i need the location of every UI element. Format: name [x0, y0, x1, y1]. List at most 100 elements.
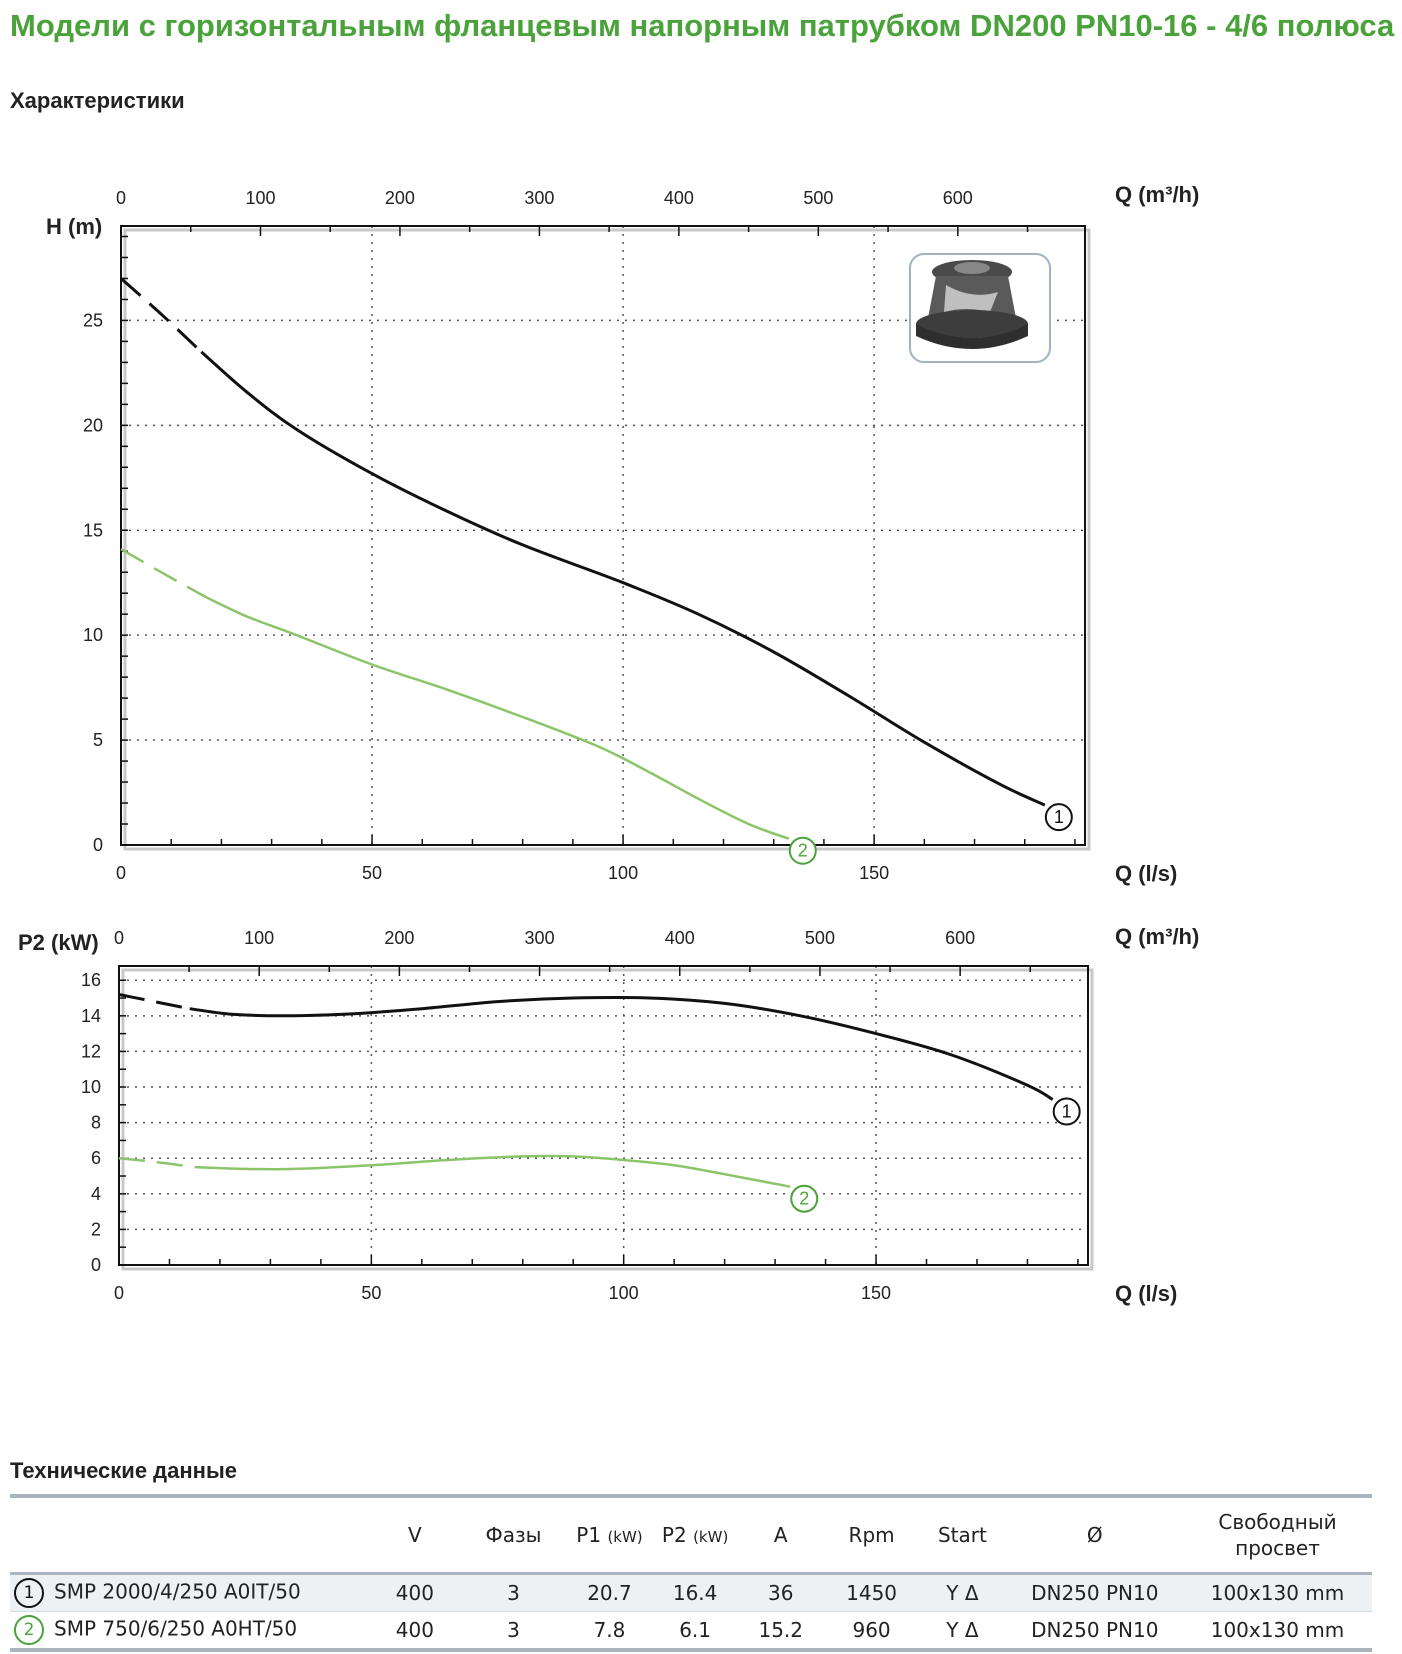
chart-2-series-1-marker-label: 1 [1062, 1101, 1072, 1121]
phases-cell: 3 [507, 1581, 520, 1605]
chart-2-x2-tick-label: 100 [244, 928, 274, 948]
chart-2-series-2-line [194, 1154, 791, 1188]
clearance-line-1: Свободный [1218, 1510, 1337, 1534]
chart-2-x-tick-label: 0 [114, 1283, 124, 1303]
column-header-p2: P2 (kW) [654, 1496, 737, 1574]
voltage-cell: 400 [395, 1617, 434, 1642]
chart-2-x2-tick-label: 600 [945, 928, 975, 948]
clearance-line-2: просвет [1235, 1536, 1320, 1560]
p1-cell: 7.8 [593, 1617, 626, 1642]
chart-1-frame [120, 225, 1086, 846]
chart-1-y-tick-label: 10 [83, 625, 103, 645]
chart-2-y-tick-label: 2 [91, 1219, 101, 1239]
chart-1-series-2-line [205, 596, 790, 840]
model-column-header [10, 1496, 368, 1574]
curve-2-badge: 2 [14, 1614, 44, 1645]
chart-1-x-tick-label: 150 [859, 863, 889, 883]
chart-2-y-tick-label: 8 [91, 1113, 101, 1133]
model-cell: 2 SMP 750/6/250 A0HT/50 [10, 1612, 368, 1650]
chart-1-x2-tick-label: 100 [245, 188, 275, 208]
column-header-rpm: Rpm [848, 1523, 895, 1547]
phases-cell: 3 [507, 1617, 520, 1642]
chart-2-x2-axis-title: Q (m³/h) [1115, 924, 1199, 949]
chart-2-y-tick-label: 6 [91, 1148, 101, 1168]
chart-1-series-1-line [200, 350, 1046, 807]
page-title: Модели с горизонтальным фланцевым напорн… [10, 8, 1395, 43]
chart-1-x2-tick-label: 200 [385, 188, 415, 208]
chart-1-x-tick-label: 0 [116, 863, 126, 883]
chart-2-x2-tick-label: 0 [114, 928, 124, 948]
chart-1-series-1-marker [1044, 803, 1073, 832]
column-header-diameter: Ø [1086, 1523, 1103, 1547]
model-cell: 1 SMP 2000/4/250 A0IT/50 [10, 1574, 368, 1612]
chart-1-x2-tick-label: 0 [116, 188, 126, 208]
column-header-v: V [408, 1523, 422, 1547]
column-header-a: A [773, 1523, 788, 1547]
current-cell: 15.2 [758, 1617, 804, 1642]
chart-2-frame [118, 965, 1089, 1266]
start-cell: Y Δ [946, 1581, 979, 1605]
chart-1-x2-tick-label: 300 [524, 188, 554, 208]
head-curve-chart: 1 2 0 50 100 150 0 100 200 300 400 500 600 0 5 10 15 20 2… [46, 182, 1199, 886]
chart-1-series-2-marker-label: 2 [798, 841, 808, 861]
chart-2-y-tick-label: 12 [81, 1041, 101, 1061]
chart-1-x2-tick-label: 600 [943, 188, 973, 208]
chart-1-y-tick-label: 20 [83, 415, 103, 435]
chart-1-series-2-marker [788, 836, 817, 865]
chart-1-y-tick-label: 25 [83, 310, 103, 330]
chart-2-x2-tick-label: 300 [525, 928, 555, 948]
chart-1-y-axis-title: H (m) [46, 214, 102, 239]
rpm-cell: 1450 [846, 1581, 898, 1605]
p2-unit: (kW) [693, 1528, 729, 1546]
chart-2-x2-tick-label: 200 [384, 928, 414, 948]
voltage-cell: 400 [395, 1581, 434, 1605]
column-header-phases: Фазы [485, 1523, 542, 1547]
model-name: SMP 2000/4/250 A0IT/50 [54, 1579, 301, 1604]
chart-2-y-tick-label: 10 [81, 1077, 101, 1097]
curve-1-badge: 1 [14, 1578, 44, 1608]
chart-1-x2-tick-label: 400 [664, 188, 694, 208]
tech-data-heading: Технические данные [10, 1458, 237, 1483]
column-header-clearance: Свободный просвет [1183, 1496, 1372, 1574]
clearance-cell: 100x130 mm [1210, 1581, 1345, 1605]
chart-2-series-1-dashed [118, 993, 190, 1011]
chart-2-frame-shadow [121, 968, 1094, 1271]
chart-1-series-2-dashed [120, 548, 208, 599]
chart-2-y-tick-label: 0 [91, 1255, 101, 1275]
p2-cell: 6.1 [679, 1617, 712, 1642]
chart-1-x-tick-label: 100 [608, 863, 638, 883]
chart-1-x-axis-title: Q (l/s) [1115, 861, 1177, 886]
chart-2-x-axis-title: Q (l/s) [1115, 1281, 1177, 1306]
column-header-start: Start [937, 1523, 987, 1547]
characteristics-heading: Характеристики [10, 88, 185, 113]
chart-1-x-tick-label: 50 [362, 863, 382, 883]
chart-1-series-1-dashed [120, 277, 203, 353]
p2-label: P2 [661, 1523, 687, 1547]
chart-1-series-1-marker-label: 1 [1054, 807, 1064, 827]
chart-2-y-tick-label: 4 [91, 1184, 101, 1204]
chart-2-series-2-marker-label: 2 [799, 1189, 809, 1209]
chart-2-x2-tick-label: 400 [665, 928, 695, 948]
start-cell: Y Δ [946, 1617, 979, 1642]
diameter-cell: DN250 PN10 [1031, 1581, 1159, 1605]
chart-2-series-2-dashed [118, 1156, 195, 1169]
p1-unit: (kW) [607, 1528, 643, 1546]
chart-2-x-tick-label: 100 [609, 1283, 639, 1303]
chart-2-y-tick-label: 16 [81, 970, 101, 990]
chart-1-y-tick-label: 5 [93, 730, 103, 750]
p2-cell: 16.4 [672, 1581, 718, 1605]
chart-1-y-tick-label: 15 [83, 520, 103, 540]
table-row: 1 SMP 2000/4/250 A0IT/50 400 3 20.7 16.4 … [10, 1573, 1372, 1612]
table-header-row: V Фазы P1 (kW) P2 (kW) A Rpm Start Ø Сво… [10, 1496, 1372, 1574]
impeller-image [909, 253, 1051, 363]
chart-2-y-tick-label: 14 [81, 1006, 101, 1026]
p1-label: P1 [576, 1523, 602, 1547]
chart-2-x2-tick-label: 500 [805, 928, 835, 948]
table-row: 2 SMP 750/6/250 A0HT/50 400 3 7.8 6.1 15.… [10, 1611, 1372, 1650]
clearance-cell: 100x130 mm [1210, 1617, 1345, 1642]
chart-2-series-2-marker [790, 1184, 819, 1213]
chart-2-series-1-line [189, 995, 1054, 1101]
chart-1-x2-tick-label: 500 [803, 188, 833, 208]
current-cell: 36 [768, 1581, 794, 1605]
